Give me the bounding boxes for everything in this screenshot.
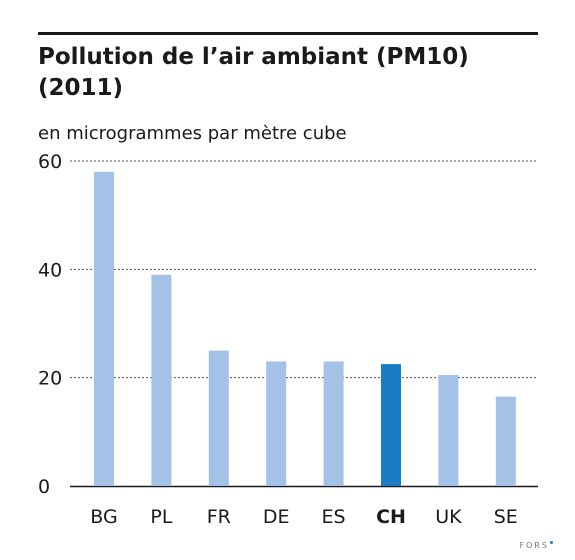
y-tick-label: 60 — [38, 151, 62, 173]
bar-pl — [151, 274, 172, 486]
x-tick-label: ES — [322, 506, 346, 528]
x-tick-label: SE — [494, 506, 518, 528]
grid-layer — [70, 160, 538, 488]
y-tick-label: 40 — [38, 259, 62, 281]
bar-ch — [381, 364, 401, 486]
chart-subtitle: en microgrammes par mètre cube — [38, 123, 347, 144]
x-tick-label: DE — [263, 506, 290, 528]
source-text: FORS — [519, 541, 549, 550]
bar-bg — [94, 171, 114, 487]
bar-se — [495, 396, 516, 486]
bar-de — [266, 361, 287, 486]
chart-title: Pollution de l’air ambiant (PM10) (2011) — [38, 44, 469, 101]
bar-layer — [94, 171, 516, 487]
y-tick-label: 20 — [38, 368, 62, 390]
source-dot-icon — [550, 541, 553, 544]
top-rule — [38, 32, 538, 35]
x-tick-label: CH — [376, 506, 406, 528]
x-tick-label: FR — [207, 506, 231, 528]
y-tick-label: 0 — [38, 476, 50, 498]
bar-es — [323, 361, 344, 486]
bar-uk — [438, 374, 459, 486]
x-tick-label: UK — [435, 506, 462, 528]
x-tick-label: BG — [90, 506, 117, 528]
label-layer: 0 20 40 60 BG PL FR DE ES CH UK SE — [38, 151, 518, 528]
source-credit: FORS — [519, 541, 553, 550]
bar-fr — [208, 350, 229, 486]
x-tick-label: PL — [150, 506, 172, 528]
